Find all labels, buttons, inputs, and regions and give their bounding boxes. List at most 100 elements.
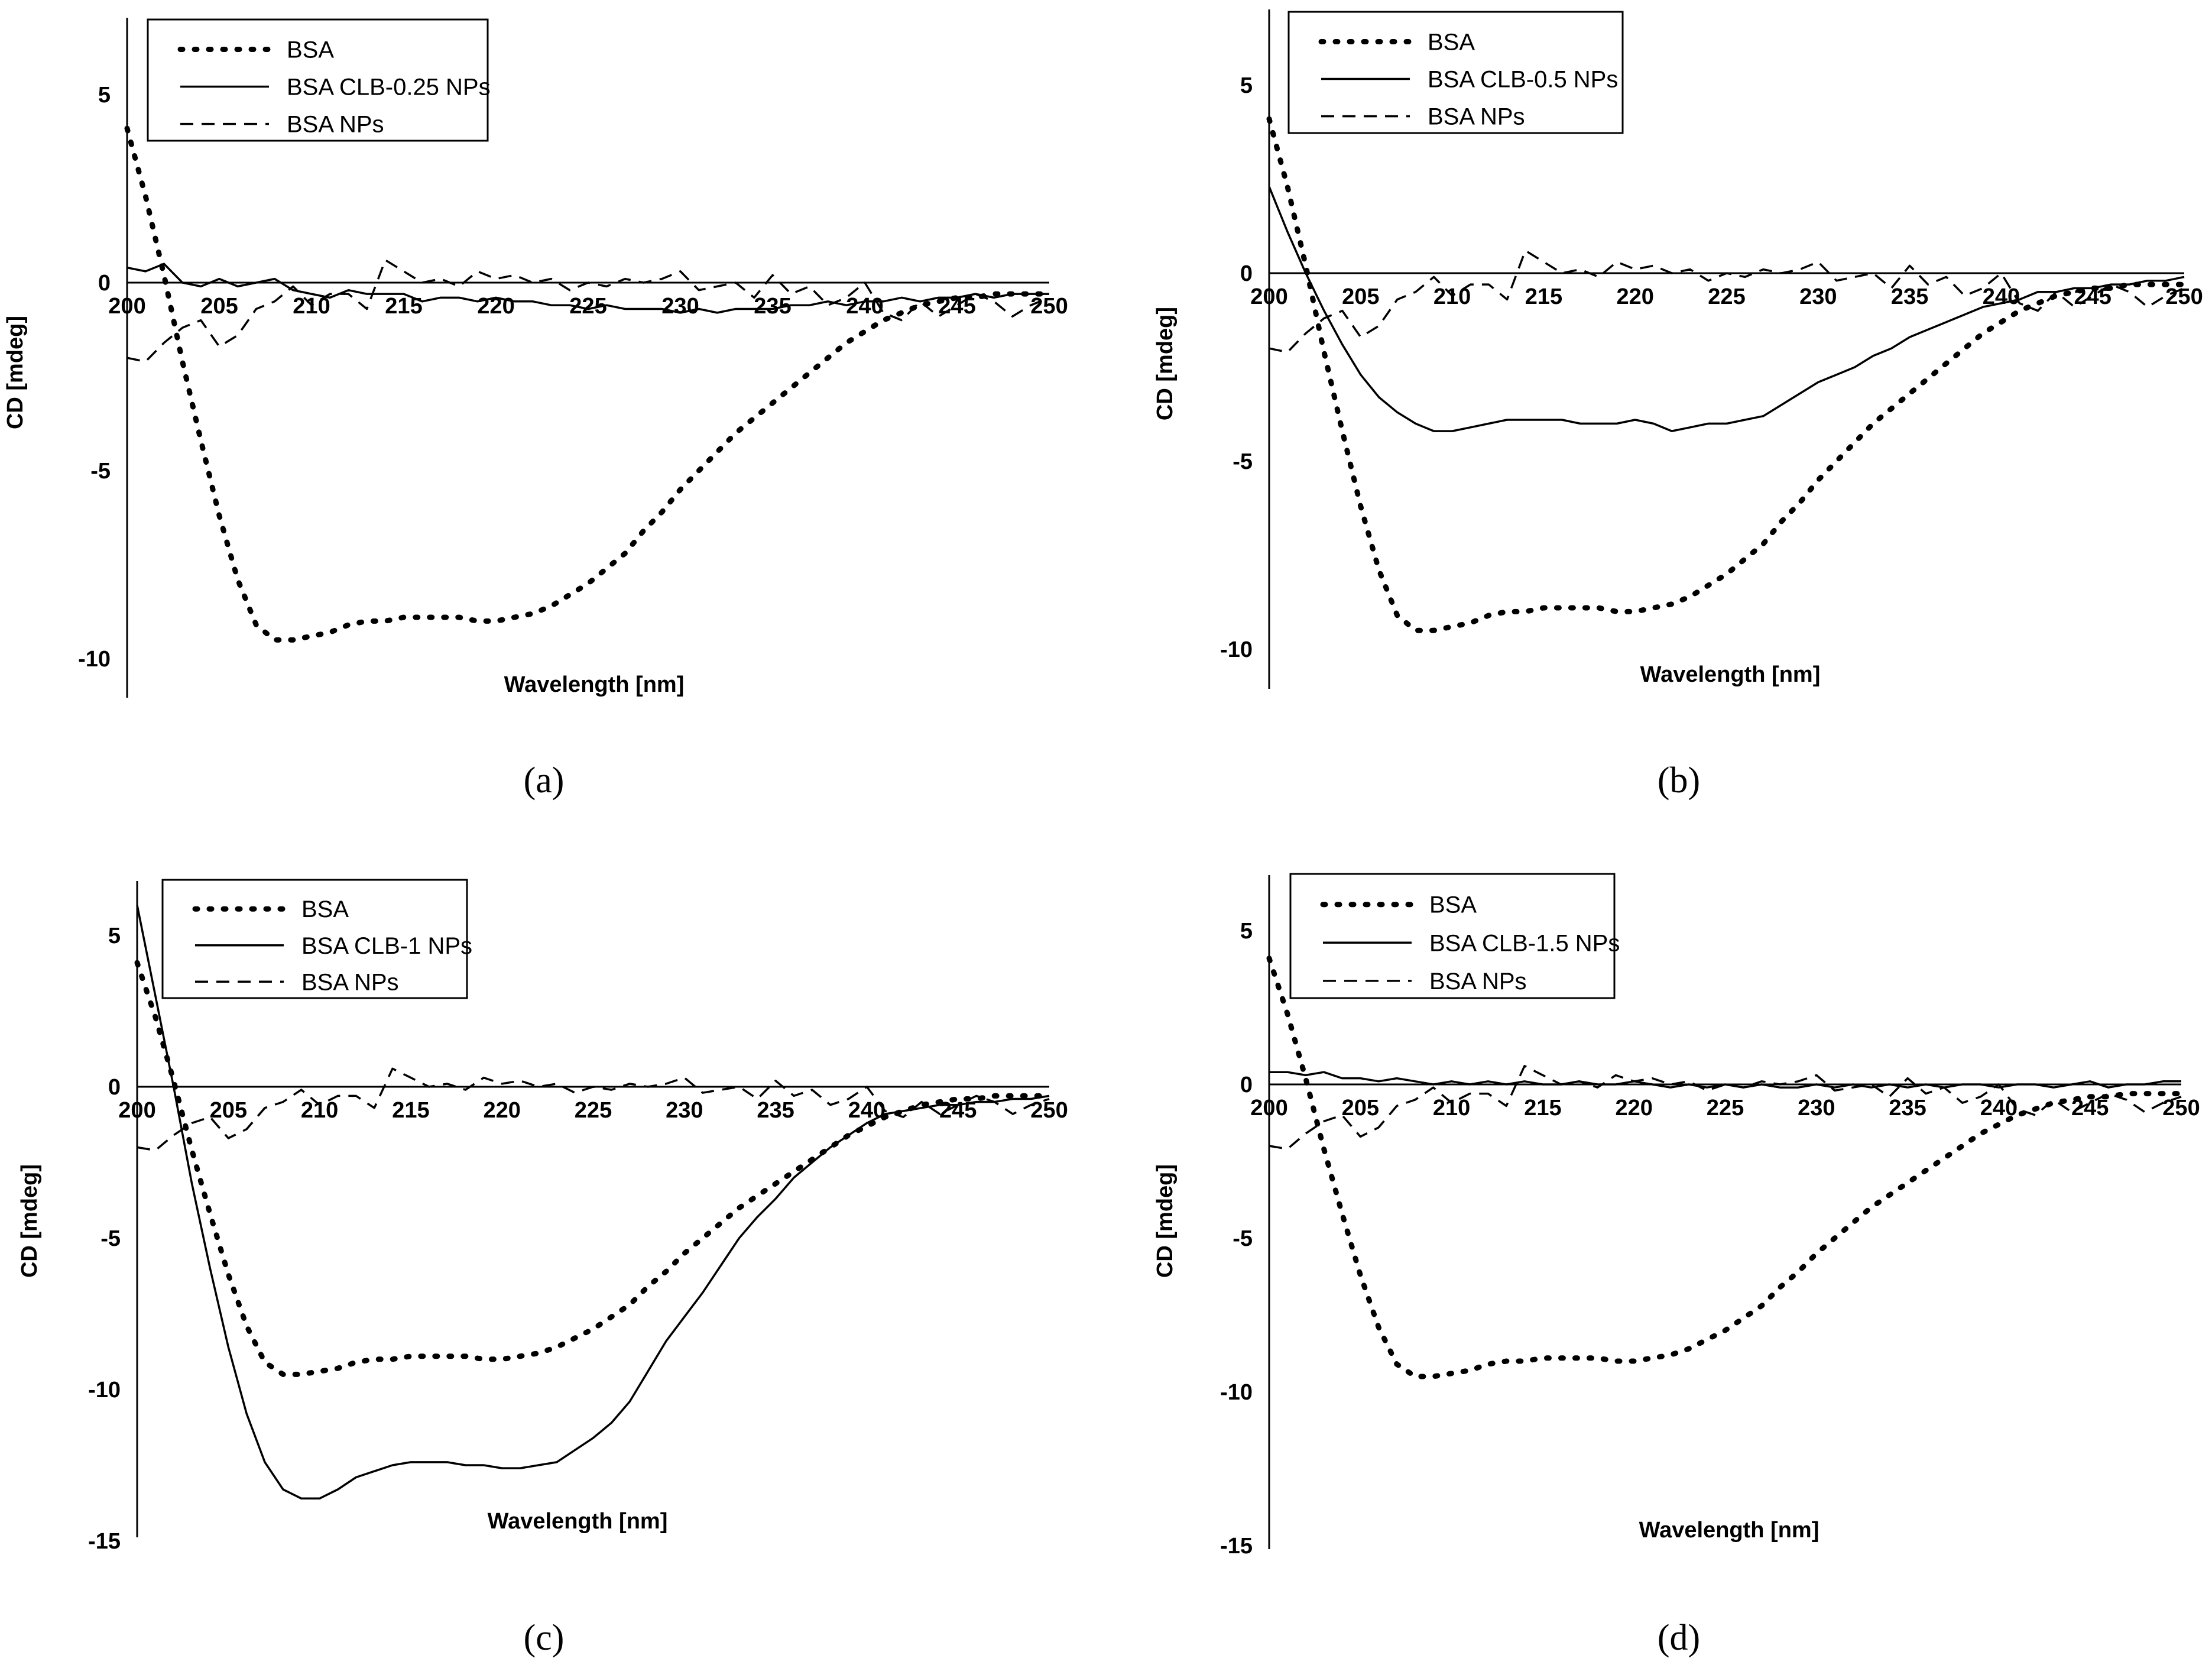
x-tick-label: 235 xyxy=(757,1098,794,1123)
series-line-solid xyxy=(127,263,1049,314)
y-tick-label: -15 xyxy=(1220,1534,1253,1559)
x-tick-label: 250 xyxy=(1030,294,1068,319)
legend-label: BSA NPs xyxy=(1428,104,1525,130)
y-tick-label: 0 xyxy=(1240,261,1253,286)
legend-label: BSA NPs xyxy=(1429,969,1527,995)
series-line-solid xyxy=(1268,186,2185,432)
y-tick-label: 5 xyxy=(98,83,111,108)
y-tick-label: -5 xyxy=(1233,1226,1253,1251)
series-line-dotted xyxy=(124,125,1052,643)
x-tick-label: 215 xyxy=(392,1098,429,1123)
series-line-solid xyxy=(1269,1071,2181,1089)
x-tick-label: 205 xyxy=(210,1098,247,1123)
x-tick-label: 240 xyxy=(846,294,883,319)
y-tick-label: 0 xyxy=(98,271,111,296)
y-tick-label: 5 xyxy=(1240,919,1253,944)
y-tick-label: -10 xyxy=(1220,1380,1253,1405)
x-axis-title: Wavelength [nm] xyxy=(1639,1518,1819,1543)
x-tick-label: 205 xyxy=(1342,1096,1379,1120)
panel-caption: (a) xyxy=(524,760,565,801)
legend-label: BSA NPs xyxy=(301,969,399,995)
legend: BSA BSA CLB-0.5 NPs BSA NPs xyxy=(1287,11,1624,134)
x-tick-label: 230 xyxy=(666,1098,703,1123)
legend-label: BSA NPs xyxy=(287,112,384,138)
x-tick-label: 250 xyxy=(1030,1098,1068,1123)
y-axis-title: CD [mdeg] xyxy=(3,316,28,429)
legend-label: BSA CLB-1 NPs xyxy=(301,933,472,959)
legend-label: BSA CLB-0.25 NPs xyxy=(287,75,491,101)
legend-label: BSA CLB-1.5 NPs xyxy=(1429,930,1620,956)
y-tick-label: -10 xyxy=(88,1378,121,1403)
legend-box xyxy=(161,879,468,999)
x-tick-label: 200 xyxy=(1250,1096,1287,1120)
y-tick-label: -10 xyxy=(78,647,111,672)
legend: BSA BSA CLB-0.25 NPs BSA NPs xyxy=(147,18,491,142)
legend-label: BSA xyxy=(287,37,334,63)
x-tick-label: 220 xyxy=(483,1098,520,1123)
x-tick-label: 250 xyxy=(2162,1096,2200,1120)
legend-label: BSA CLB-0.5 NPs xyxy=(1428,67,1618,93)
x-tick-label: 205 xyxy=(1342,284,1379,309)
panel-caption: (c) xyxy=(524,1618,565,1658)
x-tick-label: 200 xyxy=(118,1098,155,1123)
x-tick-label: 225 xyxy=(1707,1096,1744,1120)
x-tick-label: 210 xyxy=(301,1098,338,1123)
x-tick-label: 210 xyxy=(1433,1096,1470,1120)
legend: BSA BSA CLB-1.5 NPs BSA NPs xyxy=(1289,873,1620,999)
y-tick-label: -5 xyxy=(90,459,111,484)
x-tick-label: 200 xyxy=(108,294,145,319)
y-tick-label: -5 xyxy=(100,1226,121,1251)
series-line-solid xyxy=(136,905,1050,1500)
x-tick-label: 220 xyxy=(1616,284,1653,309)
x-tick-label: 215 xyxy=(1524,1096,1561,1120)
legend-label: BSA xyxy=(1429,892,1477,918)
x-tick-label: 235 xyxy=(1889,1096,1926,1120)
series-line-dashed xyxy=(127,259,1050,363)
y-tick-label: 5 xyxy=(1240,73,1253,98)
y-tick-label: -15 xyxy=(88,1529,121,1554)
legend-label: BSA xyxy=(301,896,349,922)
x-axis-title: Wavelength [nm] xyxy=(1640,662,1821,687)
y-tick-label: -10 xyxy=(1220,637,1253,662)
x-tick-label: 225 xyxy=(575,1098,612,1123)
x-tick-label: 250 xyxy=(2165,284,2203,309)
x-tick-label: 215 xyxy=(1525,284,1562,309)
x-tick-label: 230 xyxy=(1799,284,1837,309)
x-tick-label: 215 xyxy=(385,294,422,319)
x-tick-label: 205 xyxy=(200,294,238,319)
legend: BSA BSA CLB-1 NPs BSA NPs xyxy=(161,879,472,999)
x-tick-label: 220 xyxy=(1615,1096,1652,1120)
y-tick-label: 0 xyxy=(1240,1073,1253,1097)
x-tick-label: 225 xyxy=(1708,284,1745,309)
x-tick-label: 230 xyxy=(1798,1096,1835,1120)
y-tick-label: 5 xyxy=(108,924,121,948)
x-tick-label: 230 xyxy=(661,294,699,319)
legend-box xyxy=(1287,11,1624,134)
y-tick-label: -5 xyxy=(1233,449,1253,474)
panel-caption: (d) xyxy=(1658,1618,1700,1658)
x-axis-title: Wavelength [nm] xyxy=(488,1509,668,1534)
x-tick-label: 235 xyxy=(1891,284,1928,309)
legend-box xyxy=(147,18,489,142)
legend-label: BSA xyxy=(1428,29,1475,55)
x-axis-title: Wavelength [nm] xyxy=(504,672,685,697)
series-line-dotted xyxy=(1266,956,2184,1379)
y-axis-title: CD [mdeg] xyxy=(1153,307,1178,420)
series-line-dashed xyxy=(1269,1065,2182,1150)
x-tick-label: 240 xyxy=(848,1098,886,1123)
series-line-dashed xyxy=(137,1067,1050,1152)
panel-caption: (b) xyxy=(1658,760,1700,801)
x-tick-label: 200 xyxy=(1250,284,1287,309)
y-axis-title: CD [mdeg] xyxy=(1153,1164,1178,1278)
series-line-dashed xyxy=(1269,250,2185,354)
y-tick-label: 0 xyxy=(108,1075,121,1100)
series-line-dotted xyxy=(1266,116,2187,633)
legend-box xyxy=(1289,873,1616,999)
series-line-dotted xyxy=(134,960,1052,1377)
y-axis-title: CD [mdeg] xyxy=(17,1164,42,1278)
